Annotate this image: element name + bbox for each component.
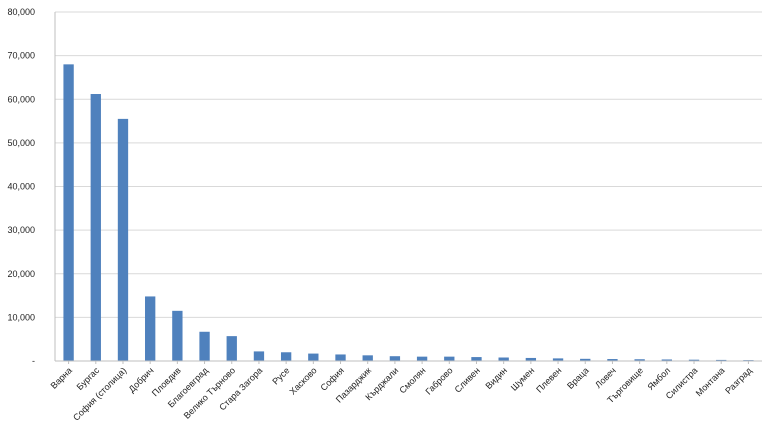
x-tick-label: Ямбол [646, 365, 673, 392]
y-tick-label: 60,000 [7, 94, 35, 104]
bar [716, 359, 727, 361]
y-tick-label: 80,000 [7, 7, 35, 17]
bar [416, 356, 428, 361]
bar [172, 310, 183, 361]
bar [580, 358, 591, 361]
y-tick-label: 70,000 [7, 51, 35, 61]
y-tick-label: 10,000 [7, 312, 35, 322]
bar [335, 354, 346, 361]
y-tick-label: - [32, 356, 35, 366]
bar [471, 357, 482, 361]
bar [552, 358, 564, 361]
x-tick-label: Ловеч [593, 365, 618, 390]
bar [634, 359, 645, 361]
x-tick-label: Хасково [287, 365, 318, 396]
bars [63, 64, 754, 361]
bar [444, 356, 455, 361]
bar [280, 352, 292, 361]
bar [199, 331, 210, 361]
bar [226, 336, 237, 361]
bar [63, 64, 74, 361]
y-axis-ticks: - 10,000 20,000 30,000 40,000 50,000 60,000 70,… [7, 7, 35, 366]
x-tick-label: Враца [565, 365, 591, 391]
y-tick-label: 30,000 [7, 225, 35, 235]
bar [362, 355, 373, 361]
x-tick-label: Плевен [534, 365, 563, 394]
bar [525, 357, 537, 361]
bar [117, 118, 129, 361]
bar [308, 353, 319, 361]
bar [145, 296, 156, 361]
x-tick-label: Сливен [453, 365, 482, 394]
y-tick-label: 20,000 [7, 269, 35, 279]
x-tick-label: Русе [270, 365, 291, 386]
x-tick-label: София (столица) [71, 365, 128, 422]
bar [661, 359, 672, 361]
x-tick-label: Варна [49, 365, 74, 390]
bar [90, 94, 101, 361]
x-tick-label: Габрово [423, 365, 454, 396]
y-tick-label: 40,000 [7, 182, 35, 192]
bar [389, 356, 401, 361]
bar [498, 357, 509, 361]
bar [253, 351, 265, 361]
bar [607, 359, 618, 361]
x-tick-label: Смолян [397, 365, 427, 395]
x-tick-label: Монтана [694, 365, 727, 398]
gridlines [55, 11, 762, 318]
x-tick-label: Видин [483, 365, 509, 391]
bar [688, 359, 700, 361]
x-tick-label: Шумен [509, 365, 536, 392]
y-tick-label: 50,000 [7, 138, 35, 148]
x-tick-label: Разград [723, 365, 754, 396]
